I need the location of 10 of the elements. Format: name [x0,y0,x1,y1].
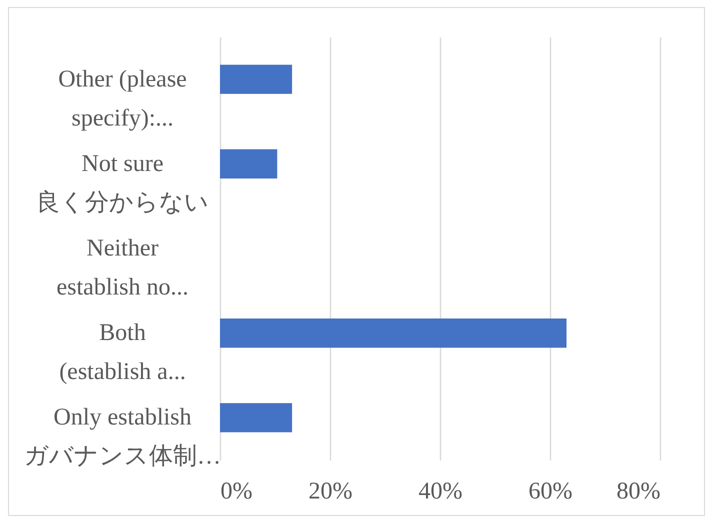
x-tick-label: 80% [616,478,660,504]
y-tick-label: Both (establish a... [59,320,186,386]
x-tick-label: 0% [220,478,252,504]
x-tick-label: 60% [528,478,572,504]
y-tick-label: Other (please specify):... [58,66,187,132]
x-tick-label: 20% [308,478,352,504]
x-tick-label: 40% [418,478,462,504]
y-tick-label: Not sure 良く分からない [36,150,209,216]
y-tick-label: Only establish ガバナンス体制… [24,404,221,470]
y-tick-label: Neither establish no... [56,236,188,300]
